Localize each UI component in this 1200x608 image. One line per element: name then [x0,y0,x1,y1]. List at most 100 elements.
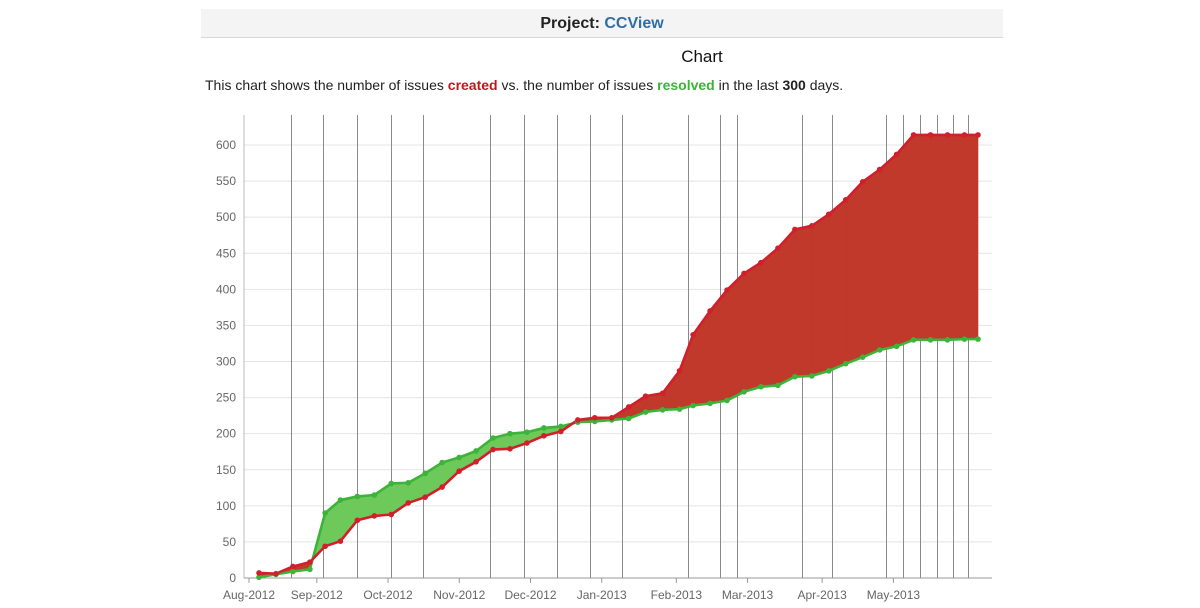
created-data-point [792,226,798,233]
created-data-point [825,211,832,218]
resolved-data-point [707,400,713,407]
resolved-data-point [659,407,666,413]
resolved-data-point [422,470,428,477]
resolved-data-point [439,459,445,466]
chart-description: This chart shows the number of issues cr… [205,77,843,93]
unresolved-gap-area [896,134,914,347]
resolved-data-point [944,337,951,343]
y-tick-label: 450 [216,246,236,260]
resolved-data-point [541,425,547,431]
created-data-point [893,151,900,158]
created-data-point [741,270,747,277]
y-tick-label: 300 [216,355,236,369]
created-data-point [541,433,547,439]
x-tick-label: May-2013 [867,588,921,602]
project-header-bar: Project: CCView [201,9,1003,38]
resolved-data-point [961,336,968,342]
created-data-point [809,223,815,229]
created-data-point [439,484,445,490]
created-data-point [944,132,951,138]
created-data-point [405,500,412,506]
created-data-point [507,446,513,452]
resolved-data-point [775,382,781,389]
desc-resolved-word: resolved [657,77,715,93]
desc-suffix-before: in the last [718,77,779,93]
resolved-data-point [792,373,798,380]
x-tick-label: Oct-2012 [363,588,413,602]
created-data-point [307,559,313,565]
project-heading: Project: CCView [201,15,1003,33]
unresolved-gap-area [862,168,880,358]
created-data-point [625,404,632,410]
project-name-link[interactable]: CCView [604,15,664,32]
y-tick-label: 600 [216,138,236,152]
created-data-point [337,538,344,544]
created-data-point [676,368,683,374]
x-tick-label: Mar-2013 [722,588,774,602]
resolved-data-point [456,454,462,461]
y-tick-label: 50 [223,535,237,549]
y-tick-label: 350 [216,318,236,332]
project-label: Project: [540,15,600,32]
resolved-data-point [975,336,981,342]
x-tick-label: Apr-2013 [797,588,847,602]
y-tick-label: 400 [216,282,236,296]
unresolved-gap-area [777,228,796,386]
resolved-data-point [859,354,866,360]
resolved-data-point [405,479,412,486]
desc-suffix-after: days. [809,77,844,93]
created-data-point [524,440,530,446]
unresolved-gap-area [964,134,979,340]
resolved-data-point [893,343,900,350]
y-tick-label: 500 [216,210,236,224]
created-data-point [608,414,615,421]
created-data-point [961,132,968,138]
resolved-data-point [337,497,344,503]
unresolved-gap-area [828,199,847,372]
y-tick-label: 200 [216,427,236,441]
resolved-data-point [625,415,632,422]
resolved-data-point [354,493,361,500]
created-data-point [642,393,649,399]
created-data-point [354,517,361,524]
resolved-series-line [258,337,978,579]
created-series-line [258,133,978,575]
created-data-point [290,563,296,570]
created-data-point [456,468,462,474]
created-data-point [422,494,428,500]
resolved-data-point [876,347,883,353]
resolved-data-point [927,337,934,343]
created-data-point [927,132,934,138]
resolved-data-point [524,429,530,436]
created-data-point [473,459,479,465]
created-data-point [490,446,496,453]
created-data-point [659,390,666,397]
resolved-surplus-area [340,496,358,543]
created-data-point [558,428,564,435]
created-data-point [273,570,279,577]
resolved-data-point [676,406,683,412]
resolved-data-point [322,510,328,516]
created-data-point [910,132,917,138]
resolved-data-point [558,423,564,430]
desc-days: 300 [782,77,806,93]
created-data-point [758,259,764,266]
resolved-data-point [290,568,296,575]
unresolved-gap-area [947,134,965,341]
resolved-data-point [724,397,730,404]
created-data-point [859,179,866,185]
created-data-point [322,543,328,550]
unresolved-gap-area [913,134,931,341]
unresolved-gap-area [760,247,779,388]
resolved-data-point [507,430,513,437]
unresolved-gap-area [811,213,830,377]
resolved-data-point [307,566,313,573]
created-data-point [876,166,883,173]
x-tick-label: Dec-2012 [504,588,556,602]
created-data-point [371,513,378,519]
y-tick-label: 0 [229,571,236,585]
resolved-data-point [842,360,849,367]
resolved-data-point [809,373,815,379]
unresolved-gap-area [794,225,813,377]
